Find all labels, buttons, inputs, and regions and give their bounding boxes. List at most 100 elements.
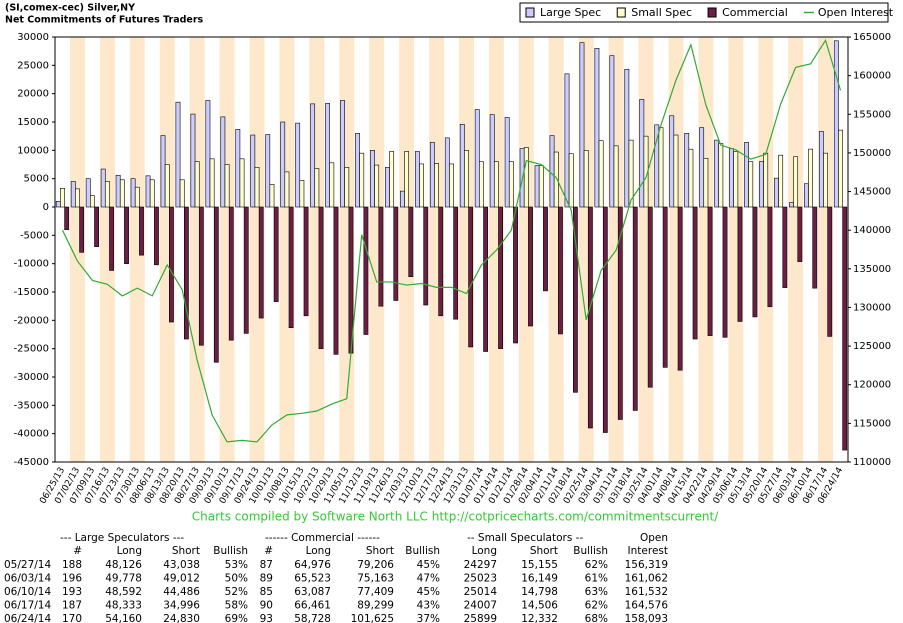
y-tick-label: 15000 — [17, 117, 49, 128]
table-cell: 15,155 — [521, 559, 558, 571]
bar — [602, 206, 608, 433]
bar — [568, 153, 574, 208]
bar — [408, 206, 414, 277]
bar — [198, 206, 204, 346]
bar — [393, 206, 399, 301]
table-cell: 25023 — [464, 573, 497, 585]
bar — [594, 48, 600, 208]
legend-swatch — [616, 7, 626, 18]
y2-tick-label: 160000 — [853, 71, 891, 82]
bar — [60, 188, 65, 208]
table-cell: 25899 — [464, 613, 497, 623]
bar — [130, 178, 136, 208]
bar — [154, 206, 159, 266]
bar — [737, 206, 743, 322]
bar — [733, 151, 739, 208]
bar — [139, 206, 144, 256]
bar — [549, 135, 555, 208]
bar — [329, 162, 335, 208]
bar — [104, 181, 110, 208]
bar — [662, 206, 668, 368]
bar — [818, 131, 824, 208]
legend-label: Commercial — [722, 6, 788, 19]
bar — [190, 113, 196, 208]
bar — [224, 164, 230, 208]
table-cell: 58,728 — [294, 613, 331, 623]
table-group-header: ------ Commercial ------ — [265, 532, 380, 544]
bar — [504, 117, 510, 208]
bar — [628, 139, 634, 208]
stripe — [129, 37, 145, 462]
y2-tick-label: 125000 — [853, 341, 891, 352]
table-cell: 64,976 — [294, 559, 331, 571]
bar — [459, 123, 465, 208]
table-cell: 62% — [585, 600, 608, 612]
table-column-header: Short — [530, 545, 558, 557]
bar — [464, 150, 469, 208]
bar — [269, 184, 275, 208]
bar — [684, 133, 690, 208]
bar — [479, 161, 484, 208]
bar — [359, 152, 365, 208]
bar — [250, 134, 256, 208]
bar — [310, 103, 316, 208]
bar — [389, 151, 395, 208]
bar — [100, 168, 106, 208]
bar — [145, 175, 151, 208]
table-cell: 69% — [225, 613, 248, 623]
bar — [414, 151, 420, 208]
bar — [774, 177, 779, 208]
table-column-header: Long — [472, 545, 497, 557]
bar — [658, 127, 664, 208]
table-cell: 48,333 — [105, 600, 142, 612]
bar — [400, 190, 405, 208]
table-cell: 54,160 — [105, 613, 142, 623]
table-cell: 49,012 — [163, 573, 200, 585]
footer: Charts compiled by Software North LLC ht… — [192, 510, 719, 524]
bar — [288, 206, 294, 328]
bar — [374, 164, 380, 208]
bar — [823, 152, 828, 208]
table-cell: 50% — [225, 573, 248, 585]
table-cell: 06/03/14 — [4, 573, 51, 585]
bar — [838, 129, 843, 208]
table-cell: 85 — [260, 586, 273, 598]
bar — [523, 147, 529, 208]
bar — [468, 206, 474, 348]
bar — [280, 121, 286, 208]
table-cell: 34,996 — [163, 600, 200, 612]
bar — [444, 137, 450, 208]
stripe — [399, 37, 415, 462]
y2-tick-label: 145000 — [853, 187, 891, 198]
stripe — [99, 37, 115, 462]
table-column-header: Short — [366, 545, 394, 557]
table-cell: 25014 — [464, 586, 498, 598]
bar — [314, 168, 320, 208]
bar — [513, 206, 518, 344]
y2-tick-label: 115000 — [853, 418, 891, 429]
bar — [438, 206, 444, 317]
stripe — [69, 37, 85, 462]
bar — [558, 206, 563, 335]
bar — [624, 69, 630, 208]
table-cell: 63% — [585, 586, 608, 598]
bar — [654, 124, 660, 208]
line — [61, 38, 842, 443]
table-cell: 66,461 — [294, 600, 331, 612]
y-tick-label: -45000 — [14, 457, 49, 468]
bar — [213, 206, 219, 363]
bar — [235, 129, 241, 208]
table-column-header: Bullish — [213, 545, 248, 557]
bar — [669, 115, 675, 208]
bar — [729, 148, 734, 208]
bar — [707, 206, 713, 336]
table-group-header: --- Large Speculators --- — [60, 532, 184, 544]
bar — [759, 161, 764, 208]
chart-subtitle: Net Commitments of Futures Traders — [5, 15, 204, 26]
bar — [498, 206, 503, 349]
bar — [489, 114, 495, 208]
bar — [94, 206, 100, 247]
table-cell: 14,798 — [521, 586, 558, 598]
bar — [340, 100, 345, 208]
table-cell: 188 — [62, 559, 82, 571]
